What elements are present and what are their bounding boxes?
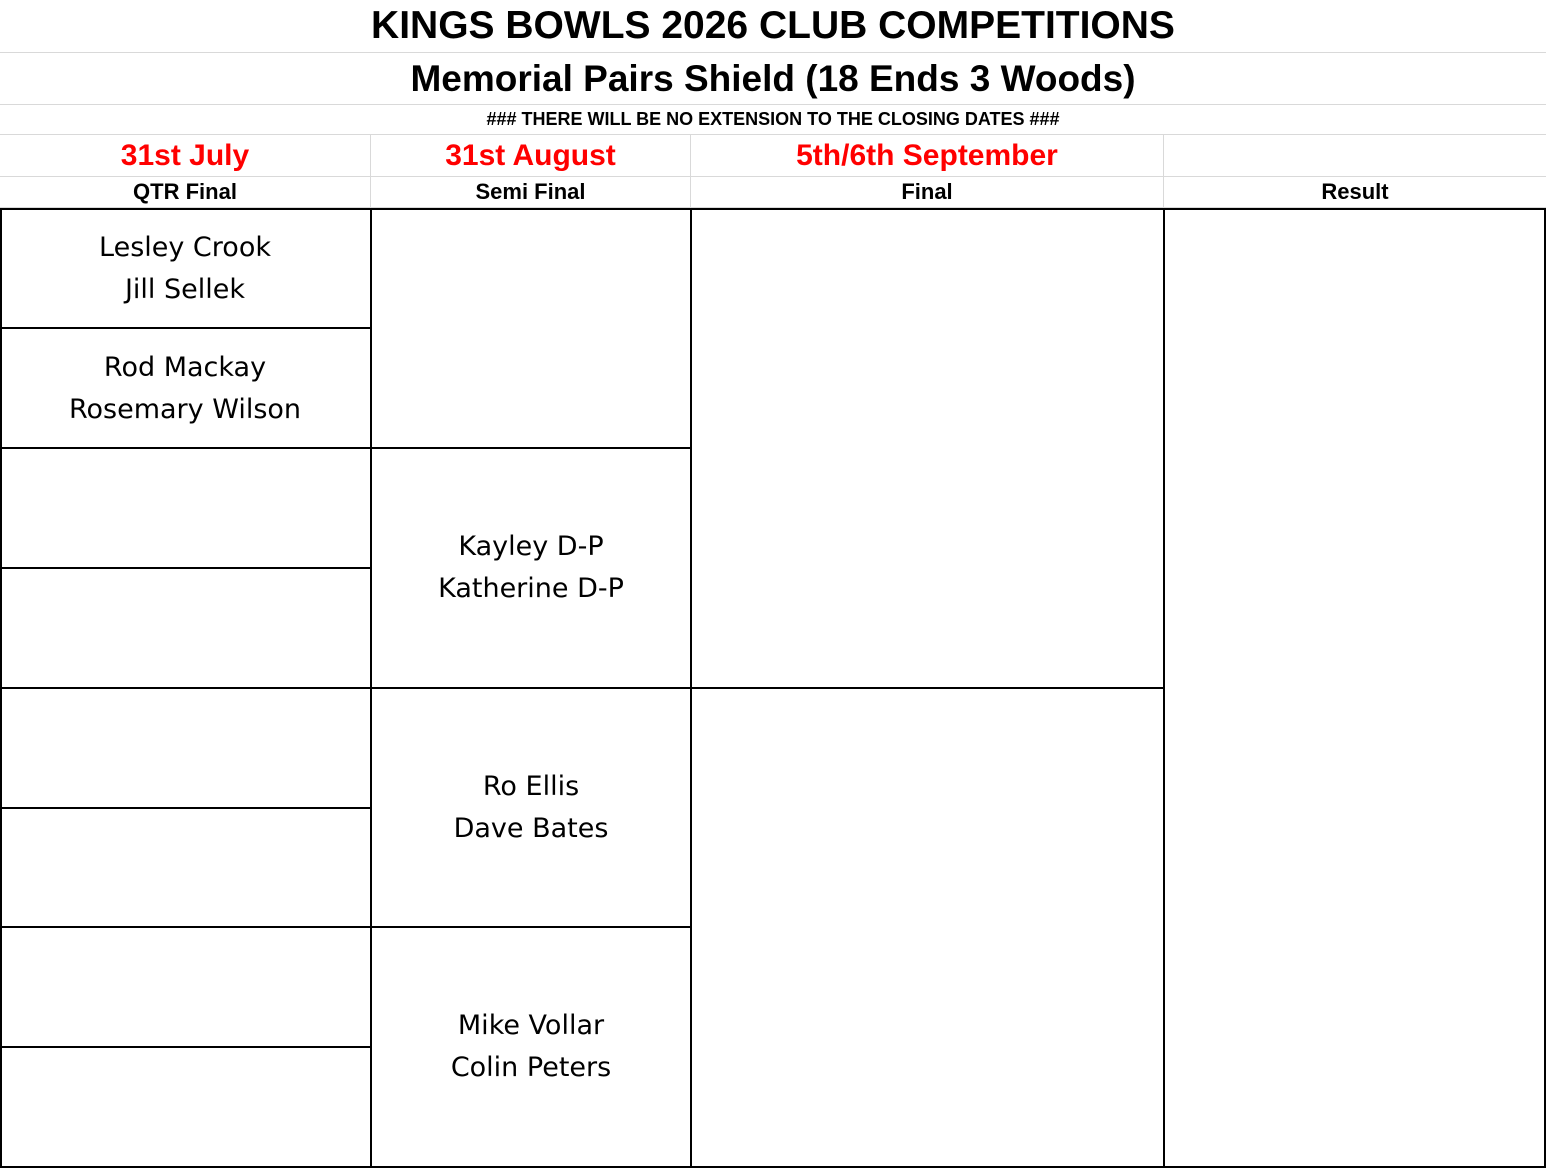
qtr-final-header: QTR Final [0,177,371,208]
row-divider [371,687,691,689]
row-divider [0,567,371,569]
row-divider [371,926,691,928]
row-divider [0,447,371,449]
page-title: KINGS BOWLS 2026 CLUB COMPETITIONS [0,0,1546,53]
final-date: 5th/6th September [691,135,1164,177]
player-name: Katherine D-P [438,573,624,604]
semi-final-header: Semi Final [371,177,691,208]
semi-final-pair-1 [372,210,690,447]
qtr-final-pair-6 [0,809,370,926]
row-divider [0,807,371,809]
row-divider [371,447,691,449]
qtr-final-pair-2: Rod Mackay Rosemary Wilson [0,329,370,448]
final-pair-2 [692,689,1163,1166]
row-divider [0,327,371,329]
competition-subtitle: Memorial Pairs Shield (18 Ends 3 Woods) [0,53,1546,105]
qtr-final-date: 31st July [0,135,371,177]
final-pair-1 [692,210,1163,687]
player-name: Jill Sellek [124,274,246,305]
player-name: Ro Ellis [482,770,580,802]
row-divider [0,687,371,689]
player-name: Rosemary Wilson [68,393,302,425]
qtr-final-pair-7 [0,928,370,1046]
result-date [1164,135,1546,177]
row-divider [0,1046,371,1048]
semi-final-pair-3: Ro Ellis Dave Bates [372,689,690,926]
qtr-final-pair-5 [0,689,370,807]
player-name: Colin Peters [450,1052,612,1083]
semi-final-date: 31st August [371,135,691,177]
column-divider [1163,208,1165,1168]
qtr-final-pair-4 [0,569,370,687]
row-divider [691,687,1164,689]
player-name: Dave Bates [453,812,609,844]
result-winner [1165,210,1544,1166]
result-header: Result [1164,177,1546,208]
semi-final-pair-2: Kayley D-P Katherine D-P [372,449,690,687]
player-name: Mike Vollar [457,1010,605,1041]
semi-final-pair-4: Mike Vollar Colin Peters [372,928,690,1166]
closing-dates-notice: ### THERE WILL BE NO EXTENSION TO THE CL… [0,105,1546,135]
qtr-final-pair-3 [0,449,370,567]
player-name: Kayley D-P [458,531,604,562]
qtr-final-pair-1: Lesley Crook Jill Sellek [0,210,370,328]
qtr-final-pair-8 [0,1048,370,1166]
player-name: Rod Mackay [103,351,267,383]
row-divider [0,926,371,928]
final-header: Final [691,177,1164,208]
player-name: Lesley Crook [99,232,271,263]
